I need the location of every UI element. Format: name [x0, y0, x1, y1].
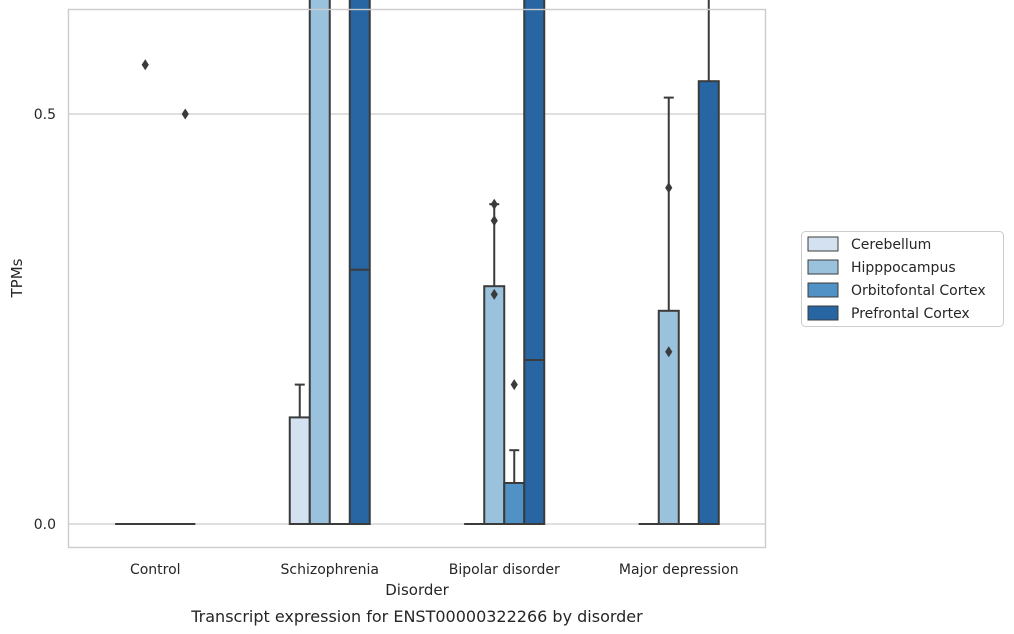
x-axis-label: Disorder [385, 581, 449, 599]
outlier-point [490, 198, 498, 210]
box [503, 482, 526, 525]
outlier-point [181, 108, 189, 120]
legend-swatch [807, 236, 839, 252]
series-prefrontal-cortex [175, 0, 720, 525]
outlier-point [490, 215, 498, 227]
x-tick-label: Bipolar disorder [449, 562, 560, 578]
plot-area [115, 0, 720, 526]
y-axis-ticks: 0.00.51.01.52.0 [34, 107, 56, 533]
outlier-point [665, 346, 673, 358]
box [288, 416, 311, 525]
box [308, 0, 331, 525]
x-axis-ticks: Control Schizophrenia Bipolar disorder Majo… [130, 562, 739, 578]
y-axis-label: TPMs [8, 258, 26, 298]
y-tick-label: 0.5 [34, 107, 56, 123]
box [483, 285, 506, 526]
legend-items: Cerebellum Hipppocampus Orbitofontal Corte… [807, 236, 986, 322]
x-tick-label: Control [130, 562, 181, 578]
legend-label: Orbitofontal Cortex [851, 283, 986, 299]
x-tick-label: Schizophrenia [281, 562, 379, 578]
y-tick-label: 0.0 [34, 517, 56, 533]
legend-label: Hipppocampus [851, 260, 956, 276]
box [348, 0, 371, 525]
box [697, 80, 720, 525]
legend-label: Cerebellum [851, 237, 931, 253]
chart-caption: Transcript expression for ENST0000032226… [190, 607, 643, 626]
legend: Cerebellum Hipppocampus Orbitofontal Corte… [801, 231, 1004, 327]
legend-swatch [807, 305, 839, 321]
outlier-point [510, 379, 518, 391]
x-tick-label: Major depression [619, 562, 739, 578]
legend-swatch [807, 259, 839, 275]
legend-swatch [807, 282, 839, 298]
plot-frame [67, 8, 767, 549]
series-hipppocampus [135, 0, 680, 526]
series-orbitofontal-cortex [155, 379, 699, 525]
legend-frame [801, 231, 1004, 327]
box [657, 309, 680, 525]
series-cerebellum [115, 383, 659, 525]
outlier-point [490, 288, 498, 300]
legend-label: Prefrontal Cortex [851, 306, 970, 322]
outlier-point [665, 182, 673, 194]
outlier-point [141, 59, 149, 71]
box [523, 0, 546, 525]
